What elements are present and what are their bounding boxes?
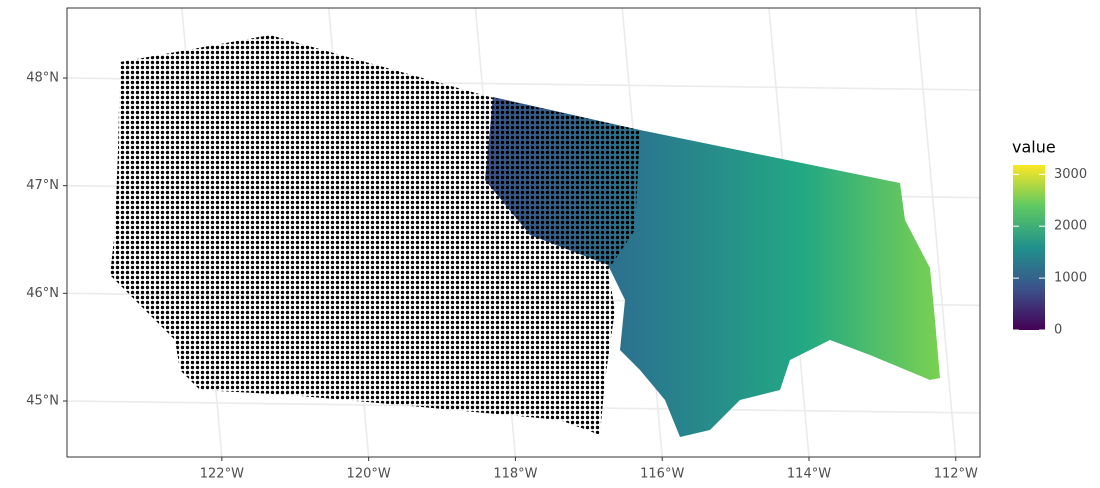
y-tick-label: 46°N: [26, 286, 59, 301]
washington-points: [110, 35, 640, 435]
x-tick-label: 112°W: [934, 467, 978, 482]
colorbar-label: 2000: [1054, 219, 1087, 234]
grid-line: [916, 8, 956, 457]
x-tick-label: 116°W: [640, 467, 684, 482]
colorbar-label: 3000: [1054, 167, 1087, 182]
legend-title: value: [1012, 138, 1056, 157]
x-tick-label: 118°W: [493, 467, 537, 482]
colorbar-label: 0: [1054, 323, 1062, 338]
x-tick-label: 120°W: [347, 467, 391, 482]
y-tick-label: 45°N: [26, 394, 59, 409]
y-tick-label: 48°N: [26, 70, 59, 85]
y-tick-label: 47°N: [26, 178, 59, 193]
x-tick-label: 114°W: [787, 467, 831, 482]
chart: value 0 1000 2000 3000 122°W 120°W 118°W 116°W…: [0, 0, 1100, 484]
x-tick-label: 122°W: [200, 467, 244, 482]
colorbar-label: 1000: [1054, 271, 1087, 286]
colorbar: [1013, 165, 1045, 330]
